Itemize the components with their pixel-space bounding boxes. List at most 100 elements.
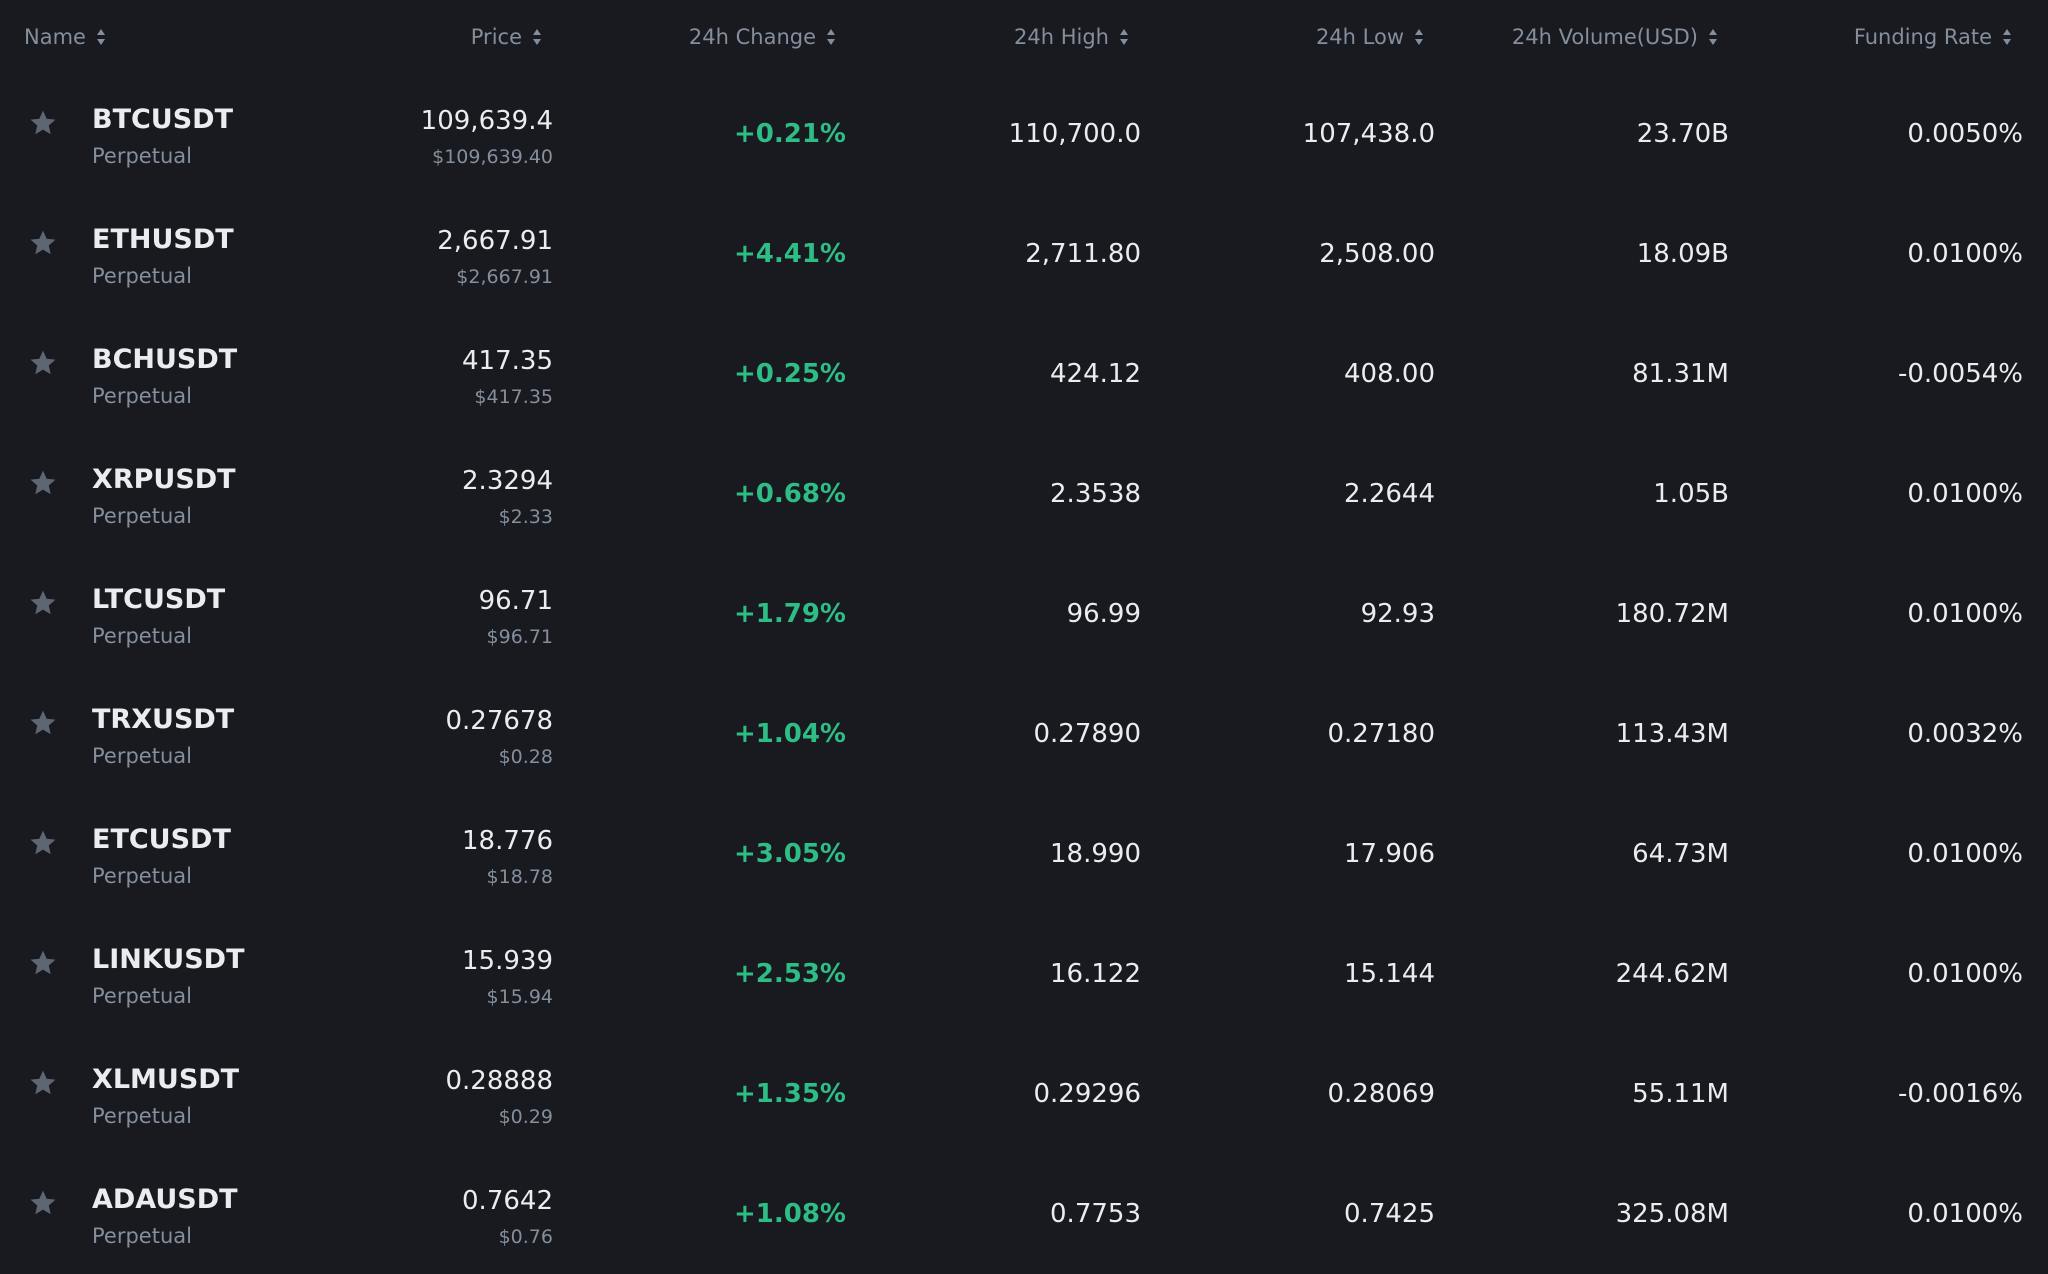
price-cell: 0.7642 bbox=[462, 1186, 553, 1216]
price-cell: 0.28888 bbox=[445, 1066, 553, 1096]
high-cell: 96.99 bbox=[1066, 599, 1141, 629]
low-cell: 92.93 bbox=[1360, 599, 1435, 629]
change-cell: +0.25% bbox=[734, 359, 846, 389]
column-header-low-label: 24h Low bbox=[1315, 25, 1404, 49]
sort-updown-icon bbox=[533, 29, 541, 45]
volume-cell: 1.05B bbox=[1653, 479, 1729, 509]
symbol-name[interactable]: XLMUSDT bbox=[92, 1064, 240, 1095]
change-cell: +4.41% bbox=[734, 239, 846, 269]
price-cell: 417.35 bbox=[462, 346, 553, 376]
table-row[interactable]: BCHUSDT Perpetual 417.35 $417.35 +0.25% 424.1… bbox=[0, 314, 2048, 434]
table-row[interactable]: ETHUSDT Perpetual 2,667.91 $2,667.91 +4.41% 2… bbox=[0, 194, 2048, 314]
symbol-name[interactable]: ETCUSDT bbox=[92, 824, 231, 855]
low-cell: 0.7425 bbox=[1344, 1199, 1435, 1229]
volume-cell: 18.09B bbox=[1636, 239, 1729, 269]
price-cell: 2,667.91 bbox=[437, 226, 553, 256]
table-row[interactable]: XRPUSDT Perpetual 2.3294 $2.33 +0.68% 2.3538 2… bbox=[0, 434, 2048, 554]
funding-cell: 0.0050% bbox=[1907, 119, 2023, 149]
column-header-volume[interactable]: 24h Volume(USD) bbox=[1512, 20, 1718, 54]
table-row[interactable]: LINKUSDT Perpetual 15.939 $15.94 +2.53% 16.12… bbox=[0, 914, 2048, 1034]
contract-type: Perpetual bbox=[92, 1224, 192, 1248]
funding-cell: 0.0100% bbox=[1907, 839, 2023, 869]
star-icon[interactable] bbox=[28, 468, 58, 498]
star-icon[interactable] bbox=[28, 228, 58, 258]
sort-updown-icon bbox=[827, 29, 835, 45]
change-cell: +1.08% bbox=[734, 1199, 846, 1229]
low-cell: 408.00 bbox=[1344, 359, 1435, 389]
column-header-funding-label: Funding Rate bbox=[1853, 25, 1992, 49]
price-cell: 96.71 bbox=[478, 586, 553, 616]
contract-type: Perpetual bbox=[92, 504, 192, 528]
star-icon[interactable] bbox=[28, 588, 58, 618]
star-icon[interactable] bbox=[28, 828, 58, 858]
funding-cell: 0.0032% bbox=[1907, 719, 2023, 749]
table-row[interactable]: XLMUSDT Perpetual 0.28888 $0.29 +1.35% 0.2929… bbox=[0, 1034, 2048, 1154]
table-row[interactable]: LTCUSDT Perpetual 96.71 $96.71 +1.79% 96.99 92… bbox=[0, 554, 2048, 674]
change-cell: +2.53% bbox=[734, 959, 846, 989]
symbol-name[interactable]: ETHUSDT bbox=[92, 224, 234, 255]
symbol-name[interactable]: TRXUSDT bbox=[92, 704, 235, 735]
contract-type: Perpetual bbox=[92, 384, 192, 408]
low-cell: 2.2644 bbox=[1344, 479, 1435, 509]
price-usd-cell: $0.76 bbox=[498, 1226, 553, 1248]
high-cell: 2,711.80 bbox=[1025, 239, 1141, 269]
volume-cell: 325.08M bbox=[1615, 1199, 1729, 1229]
symbol-name[interactable]: ADAUSDT bbox=[92, 1184, 238, 1215]
table-row[interactable]: BTCUSDT Perpetual 109,639.4 $109,639.40 +0.2… bbox=[0, 74, 2048, 194]
change-cell: +1.04% bbox=[734, 719, 846, 749]
contract-type: Perpetual bbox=[92, 264, 192, 288]
star-icon[interactable] bbox=[28, 1068, 58, 1098]
sort-updown-icon bbox=[2003, 29, 2011, 45]
change-cell: +0.21% bbox=[734, 119, 846, 149]
volume-cell: 244.62M bbox=[1615, 959, 1729, 989]
star-icon[interactable] bbox=[28, 108, 58, 138]
high-cell: 0.27890 bbox=[1033, 719, 1141, 749]
star-icon[interactable] bbox=[28, 348, 58, 378]
sort-updown-icon bbox=[1120, 29, 1128, 45]
sort-updown-icon bbox=[1709, 29, 1717, 45]
price-usd-cell: $15.94 bbox=[486, 986, 553, 1008]
symbol-name[interactable]: BCHUSDT bbox=[92, 344, 238, 375]
table-row[interactable]: ADAUSDT Perpetual 0.7642 $0.76 +1.08% 0.7753 0… bbox=[0, 1154, 2048, 1274]
column-header-name[interactable]: Name bbox=[24, 20, 106, 54]
contract-type: Perpetual bbox=[92, 984, 192, 1008]
low-cell: 0.27180 bbox=[1327, 719, 1435, 749]
column-header-change[interactable]: 24h Change bbox=[689, 20, 836, 54]
price-usd-cell: $0.28 bbox=[498, 746, 553, 768]
symbol-name[interactable]: LTCUSDT bbox=[92, 584, 226, 615]
symbol-name[interactable]: LINKUSDT bbox=[92, 944, 245, 975]
low-cell: 15.144 bbox=[1344, 959, 1435, 989]
column-header-high[interactable]: 24h High bbox=[1014, 20, 1129, 54]
star-icon[interactable] bbox=[28, 948, 58, 978]
price-usd-cell: $18.78 bbox=[486, 866, 553, 888]
table-row[interactable]: ETCUSDT Perpetual 18.776 $18.78 +3.05% 18.990… bbox=[0, 794, 2048, 914]
column-header-high-label: 24h High bbox=[1014, 25, 1109, 49]
high-cell: 110,700.0 bbox=[1008, 119, 1141, 149]
high-cell: 2.3538 bbox=[1050, 479, 1141, 509]
column-header-price[interactable]: Price bbox=[471, 20, 542, 54]
symbol-name[interactable]: BTCUSDT bbox=[92, 104, 234, 135]
low-cell: 107,438.0 bbox=[1302, 119, 1435, 149]
column-header-volume-label: 24h Volume(USD) bbox=[1511, 25, 1698, 49]
funding-cell: -0.0054% bbox=[1897, 359, 2023, 389]
column-header-low[interactable]: 24h Low bbox=[1316, 20, 1424, 54]
contract-type: Perpetual bbox=[92, 864, 192, 888]
table-row[interactable]: TRXUSDT Perpetual 0.27678 $0.28 +1.04% 0.2789… bbox=[0, 674, 2048, 794]
column-header-funding[interactable]: Funding Rate bbox=[1854, 20, 2012, 54]
high-cell: 0.29296 bbox=[1033, 1079, 1141, 1109]
price-cell: 2.3294 bbox=[462, 466, 553, 496]
low-cell: 0.28069 bbox=[1327, 1079, 1435, 1109]
funding-cell: 0.0100% bbox=[1907, 239, 2023, 269]
contract-type: Perpetual bbox=[92, 144, 192, 168]
star-icon[interactable] bbox=[28, 1188, 58, 1218]
price-usd-cell: $2,667.91 bbox=[456, 266, 553, 288]
star-icon[interactable] bbox=[28, 708, 58, 738]
symbol-name[interactable]: XRPUSDT bbox=[92, 464, 236, 495]
contract-type: Perpetual bbox=[92, 624, 192, 648]
funding-cell: -0.0016% bbox=[1897, 1079, 2023, 1109]
contract-type: Perpetual bbox=[92, 744, 192, 768]
volume-cell: 64.73M bbox=[1632, 839, 1729, 869]
volume-cell: 23.70B bbox=[1636, 119, 1729, 149]
low-cell: 17.906 bbox=[1344, 839, 1435, 869]
